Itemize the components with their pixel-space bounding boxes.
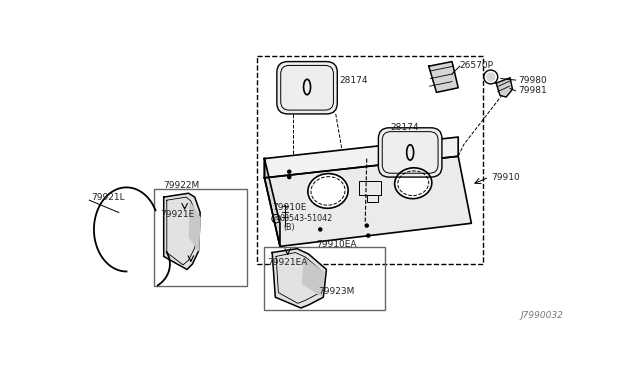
Circle shape — [486, 73, 495, 81]
Circle shape — [365, 224, 368, 227]
Text: 79921L: 79921L — [91, 193, 124, 202]
Polygon shape — [164, 193, 200, 269]
Polygon shape — [264, 158, 280, 246]
Polygon shape — [272, 249, 326, 308]
Bar — [367, 195, 378, 202]
Circle shape — [319, 228, 322, 231]
Bar — [359, 181, 381, 195]
Bar — [154, 189, 246, 286]
Polygon shape — [429, 62, 458, 92]
Circle shape — [288, 176, 291, 179]
Text: 28174: 28174 — [390, 123, 419, 132]
Bar — [257, 56, 483, 264]
Text: 79921E: 79921E — [160, 209, 194, 218]
Polygon shape — [264, 156, 472, 246]
FancyBboxPatch shape — [378, 128, 442, 177]
Text: 79981: 79981 — [518, 86, 547, 95]
Text: J7990032: J7990032 — [520, 311, 563, 320]
Text: 79910EA: 79910EA — [316, 240, 357, 249]
Circle shape — [288, 170, 291, 173]
Polygon shape — [264, 137, 458, 178]
Ellipse shape — [395, 168, 432, 199]
Text: 26570P: 26570P — [460, 61, 493, 70]
Text: 79910: 79910 — [491, 173, 520, 182]
Polygon shape — [303, 259, 324, 296]
Text: (B): (B) — [284, 222, 296, 232]
Text: 79921EA: 79921EA — [268, 258, 308, 267]
Text: 08543-51042: 08543-51042 — [280, 214, 333, 223]
Text: 28174: 28174 — [340, 76, 368, 85]
Text: S: S — [274, 216, 278, 221]
Polygon shape — [496, 78, 513, 97]
Text: 79910E: 79910E — [272, 203, 307, 212]
FancyBboxPatch shape — [277, 62, 337, 114]
Text: 79923M: 79923M — [319, 286, 355, 295]
Polygon shape — [189, 202, 200, 251]
Text: 79980: 79980 — [518, 76, 547, 84]
Bar — [264, 247, 385, 310]
Circle shape — [367, 234, 370, 237]
Ellipse shape — [308, 174, 348, 208]
Text: 79922M: 79922M — [164, 181, 200, 190]
